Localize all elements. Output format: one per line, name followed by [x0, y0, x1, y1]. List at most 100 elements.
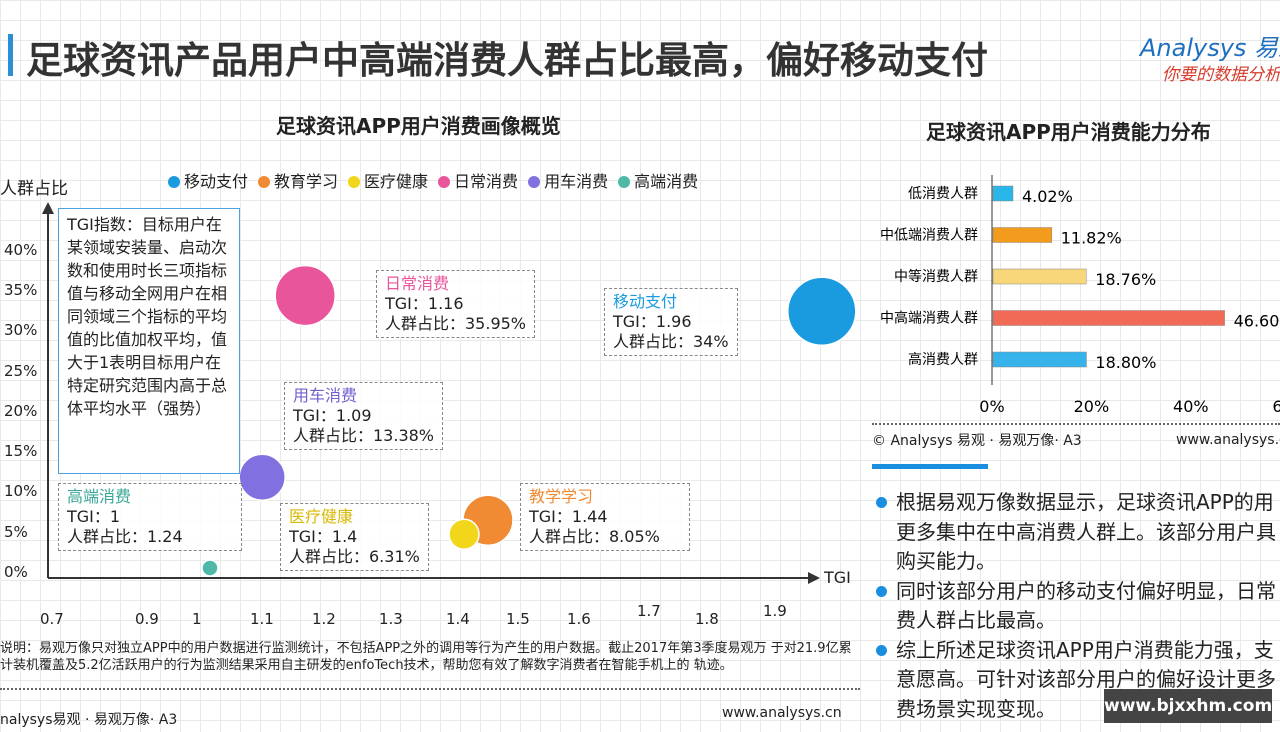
bar-x-tick: 20% [1074, 397, 1110, 416]
page-title: 足球资讯产品用户中高端消费人群占比最高，偏好移动支付 [26, 39, 988, 82]
label-share: 人群占比：8.05% [529, 527, 660, 546]
bar-value-label: 46.60% [1234, 312, 1280, 331]
bar-category-label: 中低端消费人群 [880, 228, 978, 244]
credit-left: nalysys易观 · 易观万像· A3 [0, 712, 178, 728]
label-share: 人群占比：35.95% [385, 314, 527, 333]
scatter-title: 足球资讯APP用户消费画像概览 [276, 114, 561, 138]
title-accent-bar [8, 34, 13, 76]
logo-tagline: 你要的数据分析 [1162, 65, 1280, 85]
bar-category-label: 中等消费人群 [894, 268, 978, 285]
x-tick-label: 1.1 [250, 610, 274, 628]
label-daily: 日常消费 TGI：1.16 人群占比：35.95% [376, 270, 536, 338]
label-share: 人群占比：13.38% [293, 426, 435, 445]
label-car: 用车消费 TGI：1.09 人群占比：13.38% [284, 382, 444, 450]
legend-label: 用车消费 [544, 172, 609, 191]
legend-item: 日常消费 [438, 168, 518, 192]
legend-swatch [438, 176, 451, 188]
credit-right: © Analysys 易观 · 易观万像· A3 [872, 433, 1082, 449]
label-tgi: TGI：1.16 [385, 294, 464, 313]
legend-item: 医疗健康 [348, 168, 428, 192]
y-axis-arrow [42, 202, 54, 214]
label-share: 人群占比：34% [613, 332, 729, 351]
x-tick-label: 0.7 [40, 610, 64, 628]
y-tick-label: 35% [4, 280, 38, 299]
y-tick-label: 40% [4, 240, 38, 259]
label-mobile-pay: 移动支付 TGI：1.96 人群占比：34% [604, 288, 738, 356]
bar-x-tick: 60% [1272, 397, 1280, 416]
label-name: 医疗健康 [289, 507, 354, 526]
legend-swatch [258, 176, 271, 188]
legend-item: 教育学习 [258, 168, 338, 192]
bar-category-label: 低消费人群 [908, 186, 978, 202]
bar [992, 268, 1087, 285]
legend-label: 医疗健康 [364, 172, 429, 191]
bullet-cont: 费场景实现变现。 [896, 696, 1056, 721]
x-tick-label: 1.7 [637, 602, 661, 620]
label-education: 教学学习 TGI：1.44 人群占比：8.05% [520, 483, 690, 551]
bubble-4 [238, 453, 286, 502]
bar [992, 351, 1087, 368]
source-note: 说明：易观万像只对独立APP中的用户数据进行监测统计，不包括APP之外的调用等行… [0, 641, 852, 673]
label-tgi: TGI：1 [67, 507, 121, 526]
x-tick-label: 1.4 [446, 610, 470, 628]
label-tgi: TGI：1.44 [529, 507, 608, 526]
y-tick-label: 25% [4, 361, 38, 380]
legend-item: 移动支付 [168, 168, 248, 192]
y-tick-label: 5% [4, 522, 28, 541]
label-name: 高端消费 [67, 487, 132, 506]
scatter-plot [42, 202, 857, 584]
bullet-cont: 更多集中在中高消费人群上。该部分用户具 [896, 519, 1276, 544]
y-tick-label: 0% [4, 563, 28, 581]
bar-value-label: 18.80% [1095, 353, 1156, 372]
legend-item: 用车消费 [528, 168, 608, 192]
bar-x-tick: 0% [979, 397, 1004, 416]
label-name: 移动支付 [613, 292, 678, 311]
y-axis-label: 人群占比 [0, 179, 68, 199]
bullet-cont: 费人群占比最高。 [896, 608, 1056, 632]
bar-category-label: 中高端消费人群 [880, 310, 978, 327]
label-medical: 医疗健康 TGI：1.4 人群占比：6.31% [280, 503, 429, 571]
legend-item: 高端消费 [618, 168, 698, 192]
legend-swatch [168, 176, 180, 188]
bullet-item: 根据易观万像数据显示，足球资讯APP的用 [876, 488, 1280, 518]
y-tick-label: 15% [4, 442, 38, 461]
bubble-0 [787, 276, 857, 347]
legend-swatch [348, 176, 361, 188]
legend-label: 移动支付 [184, 172, 249, 191]
summary-bullets: 根据易观万像数据显示，足球资讯APP的用 更多集中在中高消费人群上。该部分用户具… [876, 488, 1280, 724]
bar-category-label: 高消费人群 [908, 351, 978, 368]
x-tick-label: 1.8 [695, 610, 719, 628]
x-tick-label: 1.3 [379, 610, 403, 628]
bullet-item: 综上所述足球资讯APP用户消费能力强，支 [876, 636, 1280, 666]
x-axis-label: TGI [824, 568, 851, 587]
divider [872, 423, 1280, 425]
bar [992, 227, 1052, 243]
x-tick-label: 1.9 [763, 602, 787, 620]
bar-chart: 低消费人群 4.02% 中低端消费人群 11.82% 中等消费人群 18.76% 中高端消费… [880, 175, 1280, 416]
bubble-5 [201, 559, 219, 577]
y-tick-label: 30% [4, 321, 38, 340]
accent-bar [872, 464, 988, 469]
bubble-3 [274, 264, 336, 327]
bar [992, 310, 1225, 326]
logo: Analysys 易观 [1140, 34, 1280, 62]
x-tick-label: 1.2 [312, 610, 336, 628]
y-tick-label: 10% [4, 482, 38, 501]
bullet-cont: 意愿高。可针对该部分用户的偏好设计更多 [896, 667, 1276, 691]
x-axis-arrow [808, 572, 820, 584]
label-tgi: TGI：1.09 [293, 406, 372, 425]
bar-x-tick: 40% [1173, 397, 1209, 416]
bar-value-label: 4.02% [1022, 187, 1073, 206]
bullet-item: 同时该部分用户的移动支付偏好明显，日常 [876, 577, 1280, 607]
legend-label: 教育学习 [274, 172, 339, 191]
bar-title: 足球资讯APP用户消费能力分布 [926, 120, 1211, 144]
legend-label: 日常消费 [454, 172, 519, 191]
legend-swatch [528, 176, 541, 188]
label-name: 教学学习 [529, 487, 594, 506]
bar [992, 185, 1014, 202]
x-tick-label: 1.5 [506, 610, 530, 628]
y-tick-label: 20% [4, 401, 38, 420]
label-share: 人群占比：6.31% [289, 547, 420, 566]
label-tgi: TGI：1.96 [613, 312, 692, 331]
label-name: 用车消费 [293, 386, 358, 405]
